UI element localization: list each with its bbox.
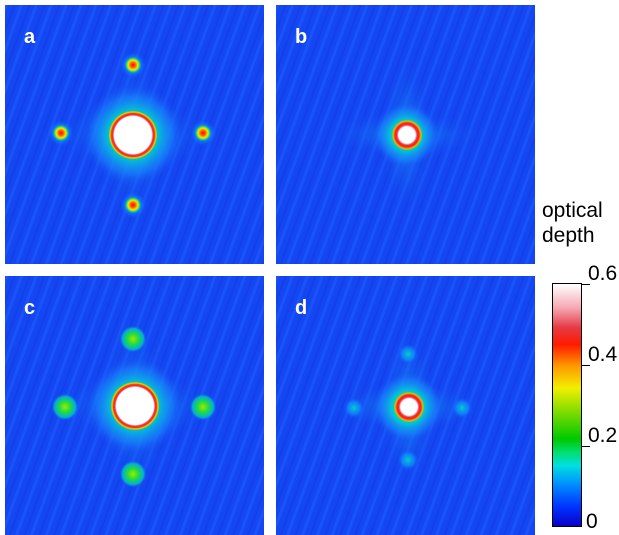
panel-d-image bbox=[276, 276, 535, 535]
colorbar-tick-label-0.2: 0.2 bbox=[588, 424, 618, 447]
panel-a: a bbox=[5, 5, 264, 264]
colorbar bbox=[552, 283, 582, 527]
panel-b: b bbox=[276, 5, 535, 264]
colorbar-title: optical depth bbox=[542, 198, 603, 248]
panel-label-a: a bbox=[24, 26, 36, 48]
colorbar-tick-0.2 bbox=[582, 446, 590, 447]
colorbar-title-line2: depth bbox=[542, 224, 595, 247]
panel-label-c: c bbox=[24, 297, 36, 319]
panel-a-image bbox=[5, 5, 264, 264]
panel-c: c bbox=[5, 276, 264, 535]
panel-c-image bbox=[5, 276, 264, 535]
panel-label-d: d bbox=[295, 297, 308, 319]
panel-label-b: b bbox=[295, 26, 308, 48]
colorbar-tick-label-0.4: 0.4 bbox=[588, 343, 618, 366]
colorbar-tick-0.4 bbox=[582, 365, 590, 366]
colorbar-tick-0.6 bbox=[582, 284, 590, 285]
panel-d: d bbox=[276, 276, 535, 535]
colorbar-tick-label-0.6: 0.6 bbox=[588, 262, 618, 285]
colorbar-title-line1: optical bbox=[542, 199, 603, 222]
colorbar-tick-label-0: 0 bbox=[586, 510, 598, 533]
panel-b-image bbox=[276, 5, 535, 264]
